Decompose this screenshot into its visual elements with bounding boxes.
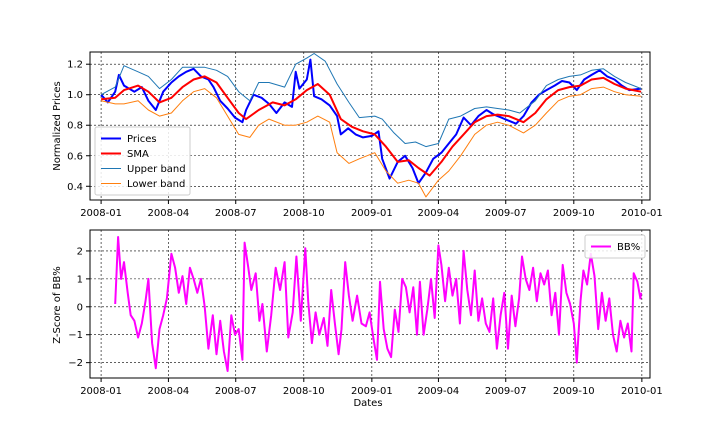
x-tick-label: 2009-10 [553,386,595,397]
y-tick-label: 1.2 [67,60,83,71]
x-tick-label: 2008-10 [283,208,325,219]
prices-panel-ylabel: Normalized Prices [52,81,63,171]
prices-panel: 2008-01 2008-04 2008-07 2008-10 2009-01 2009-… [67,51,663,219]
x-tick-label: 2008-01 [80,208,122,219]
x-tick-label: 2008-07 [215,386,257,397]
x-tick-label: 2009-01 [351,386,393,397]
y-tick-label: 0.6 [67,151,83,162]
series-line-bb-pct [114,236,643,372]
x-tick-label: 2009-04 [418,386,460,397]
y-tick-label: 2 [77,246,83,257]
y-tick-label: 1.0 [67,90,83,101]
bb-panel-xlabel: Dates [353,398,382,409]
y-tick-label: 0.8 [67,121,83,132]
x-tick-label: 2009-04 [418,208,460,219]
legend-label: Upper band [127,164,186,175]
x-tick-label: 2009-10 [553,208,595,219]
legend-label: Prices [127,134,157,145]
x-tick-label: 2010-01 [621,208,663,219]
y-tick-label: 1 [77,274,83,285]
x-tick-label: 2008-04 [148,386,190,397]
legend-label: Lower band [127,179,185,190]
x-tick-label: 2009-07 [485,208,527,219]
legend-label: SMA [127,149,149,160]
series-line-lower-band [100,86,642,198]
legend: Prices SMA Upper band Lower band [94,126,191,196]
legend-label: BB% [617,242,640,253]
legend-box [94,126,191,196]
x-tick-label: 2010-01 [621,386,663,397]
y-tick-label: 0.4 [67,182,83,193]
legend: BB% [584,234,646,259]
legend-box [584,234,646,259]
x-tick-label: 2009-07 [485,386,527,397]
series-line-upper-band [100,53,642,148]
y-tick-label: 0 [77,302,83,313]
axes-frame [89,229,651,379]
axes-frame [89,51,651,201]
bb-panel-ylabel: Z-Score of BB% [52,266,63,344]
x-tick-label: 2008-07 [215,208,257,219]
bb-panel: 2008-01 2008-04 2008-07 2008-10 2009-01 2009-… [68,229,663,397]
x-tick-label: 2008-04 [148,208,190,219]
y-tick-label: −2 [68,358,83,369]
x-tick-label: 2009-01 [351,208,393,219]
y-tick-label: −1 [68,330,83,341]
x-tick-label: 2008-01 [80,386,122,397]
x-tick-label: 2008-10 [283,386,325,397]
series-line-sma [100,75,642,177]
